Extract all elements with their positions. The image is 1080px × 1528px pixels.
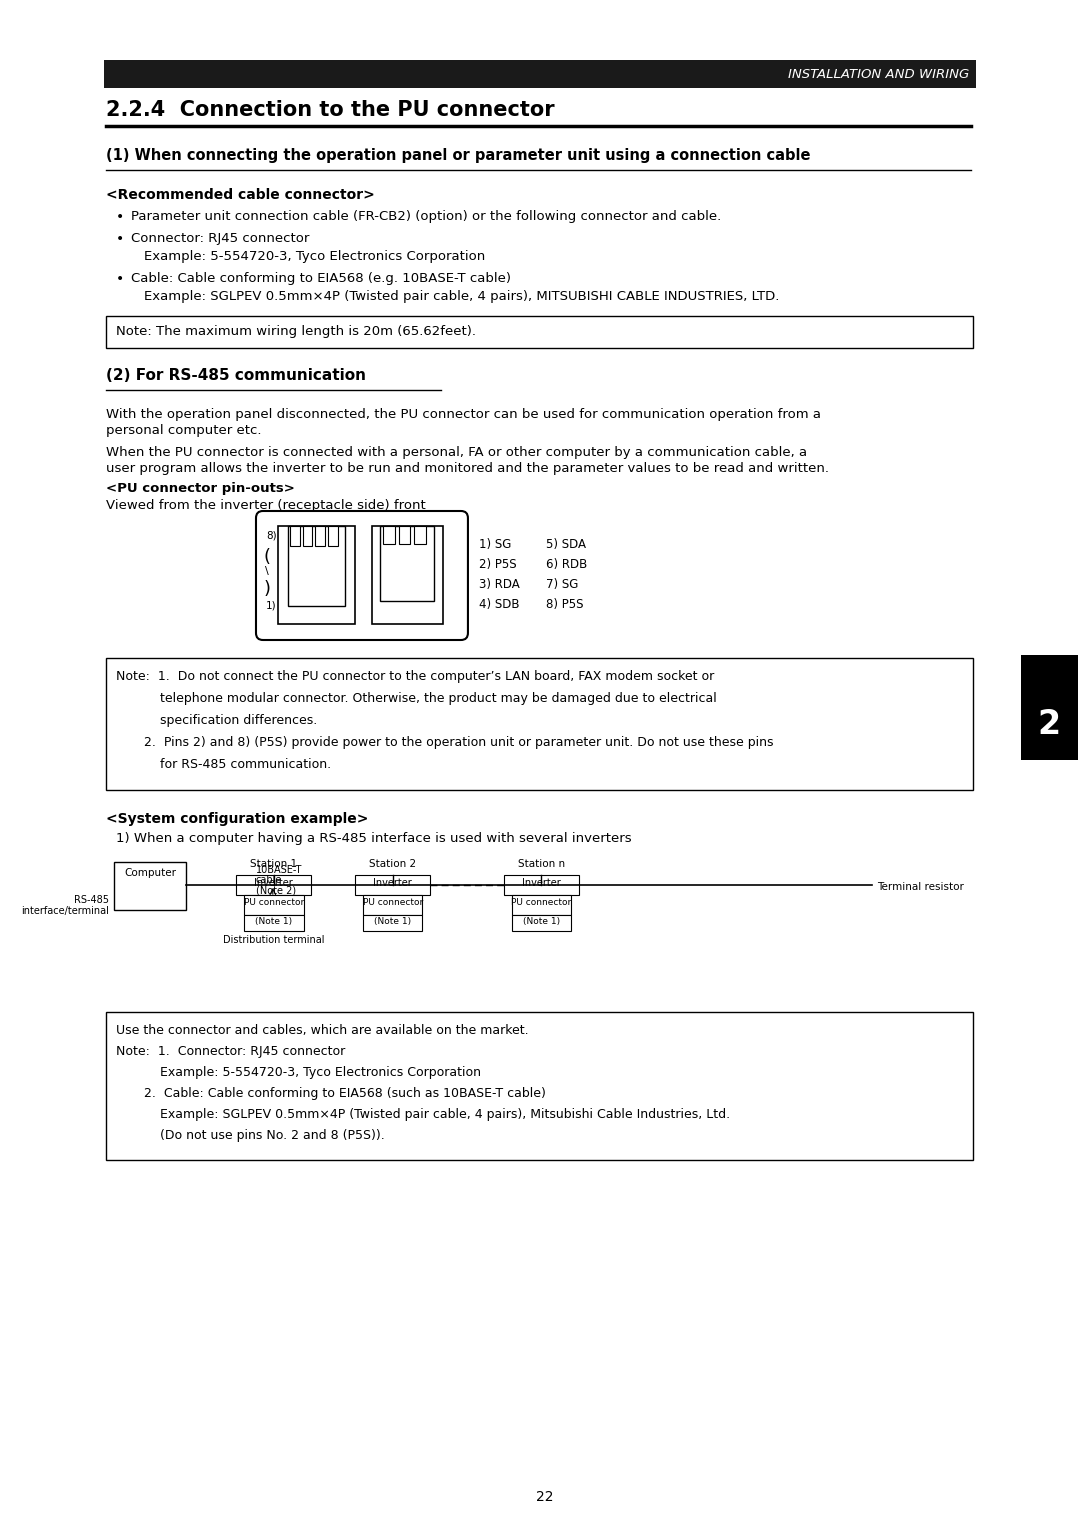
Text: Inverter: Inverter xyxy=(522,879,561,888)
Text: personal computer etc.: personal computer etc. xyxy=(107,423,262,437)
Text: 7) SG: 7) SG xyxy=(546,578,579,591)
Text: 22: 22 xyxy=(537,1490,554,1504)
Bar xyxy=(1021,656,1078,759)
Text: <Recommended cable connector>: <Recommended cable connector> xyxy=(107,188,375,202)
Text: Parameter unit connection cable (FR-CB2) (option) or the following connector and: Parameter unit connection cable (FR-CB2)… xyxy=(131,209,721,223)
FancyBboxPatch shape xyxy=(256,510,468,640)
Bar xyxy=(315,526,325,545)
Text: (2) For RS-485 communication: (2) For RS-485 communication xyxy=(107,368,366,384)
Text: 1): 1) xyxy=(266,601,276,610)
Text: Terminal resistor: Terminal resistor xyxy=(877,882,963,892)
Text: 2: 2 xyxy=(1038,707,1061,741)
Text: With the operation panel disconnected, the PU connector can be used for communic: With the operation panel disconnected, t… xyxy=(107,408,822,422)
Text: Note:  1.  Connector: RJ45 connector: Note: 1. Connector: RJ45 connector xyxy=(117,1045,346,1057)
Text: 10BASE-T: 10BASE-T xyxy=(256,865,302,876)
Text: (Do not use pins No. 2 and 8 (P5S)).: (Do not use pins No. 2 and 8 (P5S)). xyxy=(117,1129,386,1141)
Bar xyxy=(382,526,394,544)
Text: telephone modular connector. Otherwise, the product may be damaged due to electr: telephone modular connector. Otherwise, … xyxy=(117,692,717,704)
Bar xyxy=(372,526,443,623)
Text: (Note 1): (Note 1) xyxy=(374,917,411,926)
Text: Note: The maximum wiring length is 20m (65.62feet).: Note: The maximum wiring length is 20m (… xyxy=(117,325,476,338)
Text: •: • xyxy=(117,272,124,286)
Bar xyxy=(278,526,355,623)
Text: RS-485: RS-485 xyxy=(75,895,109,905)
Text: 1) SG: 1) SG xyxy=(478,538,511,552)
Text: PU connector: PU connector xyxy=(244,898,303,908)
Text: Example: SGLPEV 0.5mm×4P (Twisted pair cable, 4 pairs), MITSUBISHI CABLE INDUSTR: Example: SGLPEV 0.5mm×4P (Twisted pair c… xyxy=(144,290,780,303)
Bar xyxy=(289,526,299,545)
Bar xyxy=(503,876,579,895)
Text: for RS-485 communication.: for RS-485 communication. xyxy=(117,758,332,772)
Text: (Note 1): (Note 1) xyxy=(255,917,293,926)
Text: 2.  Pins 2) and 8) (P5S) provide power to the operation unit or parameter unit. : 2. Pins 2) and 8) (P5S) provide power to… xyxy=(117,736,774,749)
Text: When the PU connector is connected with a personal, FA or other computer by a co: When the PU connector is connected with … xyxy=(107,446,808,458)
Text: Example: SGLPEV 0.5mm×4P (Twisted pair cable, 4 pairs), Mitsubishi Cable Industr: Example: SGLPEV 0.5mm×4P (Twisted pair c… xyxy=(117,1108,730,1122)
Text: 5) SDA: 5) SDA xyxy=(546,538,586,552)
Bar xyxy=(328,526,338,545)
Bar xyxy=(512,915,571,931)
Bar xyxy=(355,876,430,895)
Text: Computer: Computer xyxy=(124,868,176,879)
Text: Station n: Station n xyxy=(517,859,565,869)
Text: 4) SDB: 4) SDB xyxy=(478,597,519,611)
Bar xyxy=(114,862,186,911)
Text: •: • xyxy=(117,232,124,246)
Text: Cable: Cable conforming to EIA568 (e.g. 10BASE-T cable): Cable: Cable conforming to EIA568 (e.g. … xyxy=(131,272,511,286)
Bar xyxy=(302,526,312,545)
Text: 6) RDB: 6) RDB xyxy=(546,558,588,571)
Text: Distribution terminal: Distribution terminal xyxy=(224,935,325,944)
Text: (Note 1): (Note 1) xyxy=(523,917,559,926)
Text: Example: 5-554720-3, Tyco Electronics Corporation: Example: 5-554720-3, Tyco Electronics Co… xyxy=(117,1067,482,1079)
Bar xyxy=(287,526,346,607)
Bar xyxy=(363,895,422,915)
Bar xyxy=(107,659,973,790)
Text: •: • xyxy=(117,209,124,225)
Text: \: \ xyxy=(265,565,269,576)
Bar xyxy=(244,895,303,915)
Text: 2.2.4  Connection to the PU connector: 2.2.4 Connection to the PU connector xyxy=(107,99,555,121)
Bar xyxy=(107,316,973,348)
Text: <System configuration example>: <System configuration example> xyxy=(107,811,368,827)
Bar xyxy=(107,1012,973,1160)
Text: 3) RDA: 3) RDA xyxy=(478,578,519,591)
Text: 2) P5S: 2) P5S xyxy=(478,558,516,571)
Bar xyxy=(237,876,311,895)
Text: (Note 2): (Note 2) xyxy=(256,885,296,895)
Text: Inverter: Inverter xyxy=(255,879,293,888)
Text: cable: cable xyxy=(256,876,282,885)
Text: Viewed from the inverter (receptacle side) front: Viewed from the inverter (receptacle sid… xyxy=(107,500,427,512)
Text: <PU connector pin-outs>: <PU connector pin-outs> xyxy=(107,481,295,495)
Text: INSTALLATION AND WIRING: INSTALLATION AND WIRING xyxy=(787,67,969,81)
Text: 1) When a computer having a RS-485 interface is used with several inverters: 1) When a computer having a RS-485 inter… xyxy=(117,833,632,845)
Text: Inverter: Inverter xyxy=(374,879,413,888)
Text: Station 1: Station 1 xyxy=(251,859,297,869)
Text: Note:  1.  Do not connect the PU connector to the computer’s LAN board, FAX mode: Note: 1. Do not connect the PU connector… xyxy=(117,669,715,683)
Bar xyxy=(512,895,571,915)
Text: 2.  Cable: Cable conforming to EIA568 (such as 10BASE-T cable): 2. Cable: Cable conforming to EIA568 (su… xyxy=(117,1086,546,1100)
Text: (1) When connecting the operation panel or parameter unit using a connection cab: (1) When connecting the operation panel … xyxy=(107,148,811,163)
Text: Connector: RJ45 connector: Connector: RJ45 connector xyxy=(131,232,310,244)
Bar xyxy=(415,526,427,544)
Text: Example: 5-554720-3, Tyco Electronics Corporation: Example: 5-554720-3, Tyco Electronics Co… xyxy=(144,251,485,263)
Text: specification differences.: specification differences. xyxy=(117,714,318,727)
Text: PU connector: PU connector xyxy=(363,898,422,908)
Bar xyxy=(244,915,303,931)
Text: 8) P5S: 8) P5S xyxy=(546,597,583,611)
Bar xyxy=(399,526,410,544)
Bar xyxy=(363,915,422,931)
Text: 8): 8) xyxy=(266,530,276,539)
Text: Use the connector and cables, which are available on the market.: Use the connector and cables, which are … xyxy=(117,1024,529,1038)
Text: interface/terminal: interface/terminal xyxy=(22,906,109,915)
Bar xyxy=(105,60,976,89)
Text: (: ( xyxy=(264,549,271,565)
Text: user program allows the inverter to be run and monitored and the parameter value: user program allows the inverter to be r… xyxy=(107,461,829,475)
Text: PU connector: PU connector xyxy=(511,898,571,908)
Bar xyxy=(380,526,434,601)
Text: Station 2: Station 2 xyxy=(369,859,416,869)
Text: ): ) xyxy=(264,581,271,597)
